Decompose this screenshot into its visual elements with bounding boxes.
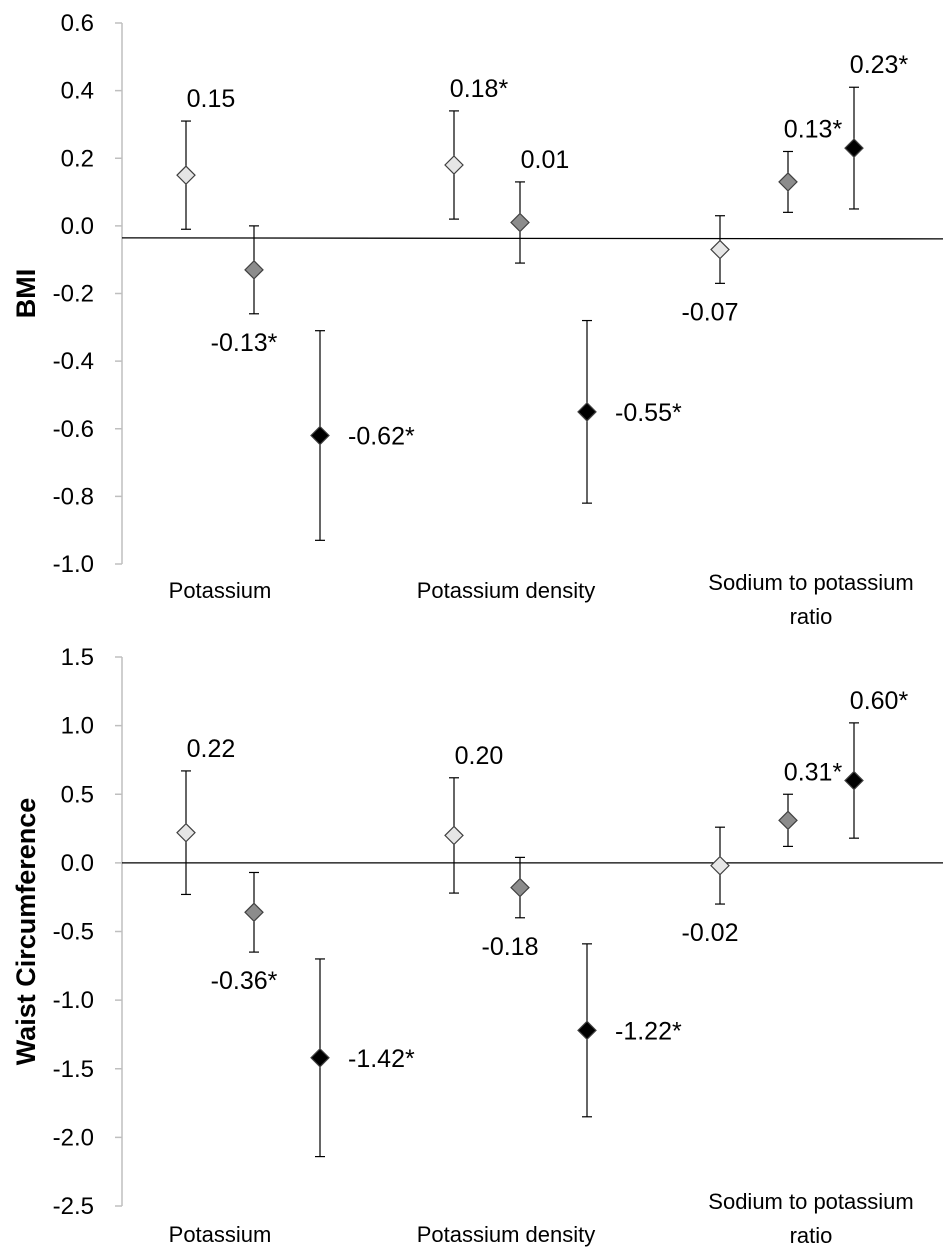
data-label: 0.15 [187,85,236,113]
y-tick-label: 0.0 [61,850,94,877]
data-label: 0.18* [450,75,509,103]
y-tick-label: -0.8 [53,483,94,510]
data-label: 0.31* [784,758,843,786]
diamond-marker-light [176,165,196,186]
y-tick-label: -1.5 [53,1056,94,1083]
y-axis-title: BMI [11,269,41,319]
y-tick-label: 1.5 [61,644,94,671]
data-label: -1.42* [348,1045,415,1073]
diamond-marker-dark [844,138,864,158]
y-tick-label: 0.4 [61,78,94,105]
diamond-marker-dark [310,425,330,446]
data-label: 0.01 [521,146,570,174]
y-tick-label: -2.5 [53,1193,94,1220]
diamond-marker-medium [244,259,264,280]
diamond-marker-light [444,825,464,846]
data-label: -0.18 [482,933,539,961]
diamond-marker-dark [577,1020,597,1041]
diamond-marker-light [710,239,730,260]
y-tick-label: 1.0 [61,713,94,740]
diamond-marker-medium [778,810,798,831]
diamond-marker-medium [510,212,530,233]
data-label: -1.22* [615,1017,682,1045]
y-tick-label: -1.0 [53,551,94,578]
category-label: Potassium density [417,578,596,603]
diamond-marker-dark [577,401,597,422]
data-label: 0.60* [850,687,909,715]
diamond-marker-medium [778,172,798,192]
zero-reference-line [121,237,943,240]
data-label: 0.23* [850,51,909,79]
category-label: Potassium [169,578,272,603]
data-label: -0.02 [682,919,739,947]
category-label: ratio [790,604,833,629]
y-tick-label: 0.2 [61,145,94,172]
y-axis-title: Waist Circumference [11,798,41,1066]
category-label: ratio [790,1223,833,1248]
data-label: -0.36* [211,967,278,995]
y-tick-label: -0.2 [53,281,94,308]
diamond-marker-dark [844,770,864,791]
waist-circumference-panel: 1.5 1.0 0.5 0.0 -0.5 -1.0 -1.5 -2.0 -2.5 Waist Ci… [11,644,943,1248]
diamond-marker-medium [510,877,530,898]
y-tick-label: -2.0 [53,1124,94,1151]
data-label: -0.62* [348,423,415,451]
data-label: 0.20 [455,742,504,770]
category-label: Sodium to potassium [708,1189,913,1214]
y-tick-label: -0.4 [53,348,94,375]
diamond-marker-medium [244,902,264,923]
diamond-marker-dark [310,1047,330,1068]
data-label: -0.55* [615,399,682,427]
data-label: 0.13* [784,115,843,143]
data-label: -0.07 [682,298,739,326]
bmi-panel: 0.6 0.4 0.2 0.0 -0.2 -0.4 -0.6 -0.8 -1.0 BMI Potas… [11,10,943,629]
y-tick-label: -0.5 [53,919,94,946]
data-label: -0.13* [211,329,278,357]
y-tick-label: 0.5 [61,781,94,808]
category-label: Potassium density [417,1222,596,1247]
y-tick-label: -1.0 [53,987,94,1014]
category-label: Sodium to potassium [708,570,913,595]
y-tick-label: 0.6 [61,10,94,37]
data-label: 0.22 [187,735,236,763]
diamond-marker-light [710,855,730,876]
y-tick-label: 0.0 [61,213,94,240]
diamond-marker-light [176,822,196,843]
y-tick-label: -0.6 [53,416,94,443]
category-label: Potassium [169,1222,272,1247]
diamond-marker-light [444,155,464,175]
